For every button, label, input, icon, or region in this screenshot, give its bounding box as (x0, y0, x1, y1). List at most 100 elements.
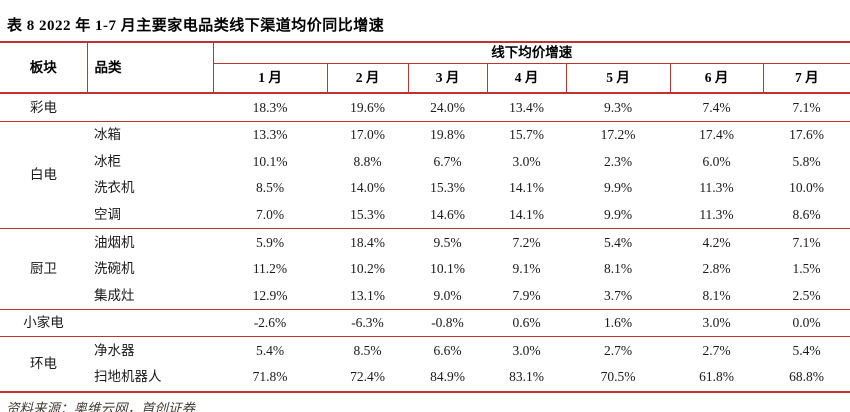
value-cell-month-4: 83.1% (509, 369, 544, 385)
value-cell-month-5: 1.6% (566, 308, 670, 337)
table-row: 集成灶 12.9% 13.1% 9.0% 7.9% 3.7% 8.1% 2.5% (0, 282, 850, 309)
table-row: 洗碗机 11.2% 10.2% 10.1% 9.1% 8.1% 2.8% 1.5% (0, 256, 850, 283)
value-cell-month-2: 8.8% (353, 153, 382, 169)
category-cell: 空调 (94, 206, 121, 222)
table-row: 洗衣机 8.5% 14.0% 15.3% 14.1% 9.9% 11.3% 10.0% (0, 175, 850, 202)
value-cell-month-1: 18.3% (252, 99, 288, 115)
value-cell-month-6: 61.8% (699, 369, 734, 385)
value-cell-month-5: 70.5% (600, 369, 636, 385)
header-row-top: 板块 品类 线下均价增速 (0, 42, 850, 94)
table-row: 厨卫 油烟机 5.9% 18.4% 9.5% 7.2% 5.4% 4.2% 7.1% (0, 227, 850, 310)
value-cell-month-2: 72.4% (350, 369, 385, 385)
value-cell-month-2: 13.1% (350, 287, 385, 303)
category-cell: 油烟机 (87, 227, 213, 256)
header-month-4: 4 月 (487, 63, 567, 94)
header-month-6: 6 月 (670, 63, 764, 94)
category-cell: 集成灶 (94, 287, 135, 303)
value-cell-month-2: -6.3% (327, 308, 408, 337)
value-cell-month-3: 19.8% (408, 120, 487, 149)
value-cell-month-5: 9.9% (603, 206, 633, 222)
value-cell-month-4: 14.1% (509, 206, 544, 222)
source-note: 资料来源：奥维云网，首创证券 (6, 400, 195, 412)
value-cell-month-7: 1.5% (792, 261, 821, 277)
value-cell-month-7: 2.5% (792, 287, 821, 303)
category-cell: 冰柜 (94, 153, 121, 169)
value-cell-month-7: 68.8% (789, 369, 824, 385)
value-cell-month-4: 3.0% (512, 153, 541, 169)
category-cell: 洗碗机 (94, 261, 135, 277)
value-cell-month-6: 2.8% (702, 261, 731, 277)
table-row: 冰柜 10.1% 8.8% 6.7% 3.0% 2.3% 6.0% 5.8% (0, 148, 850, 175)
value-cell-month-6: 7.4% (702, 99, 731, 115)
header-sector: 板块 (0, 42, 88, 94)
value-cell-month-4: 3.0% (487, 336, 566, 364)
value-cell-month-2: 15.3% (350, 206, 385, 222)
value-cell-month-3: 6.7% (433, 153, 462, 169)
value-cell-month-1: 71.8% (252, 369, 288, 385)
value-cell-month-1: 12.9% (252, 287, 288, 303)
value-cell-month-7: 17.6% (763, 120, 850, 149)
value-cell-month-3: -0.8% (408, 308, 487, 337)
category-cell: 冰箱 (87, 120, 213, 149)
header-value-group: 线下均价增速 (213, 42, 850, 64)
value-cell-month-4: 0.6% (487, 308, 566, 337)
sector-cell: 彩电 (30, 99, 57, 115)
value-cell-month-7: 5.4% (763, 336, 850, 364)
value-cell-month-5: 17.2% (566, 120, 670, 149)
value-cell-month-6: 3.0% (670, 308, 763, 337)
value-cell-month-7: 7.1% (763, 227, 850, 256)
value-cell-month-7: 5.8% (792, 153, 821, 169)
value-cell-month-2: 17.0% (327, 120, 408, 149)
value-cell-month-2: 18.4% (327, 227, 408, 256)
value-cell-month-2: 19.6% (350, 99, 385, 115)
value-cell-month-4: 7.9% (512, 287, 541, 303)
category-cell (87, 93, 213, 121)
value-cell-month-3: 6.6% (408, 336, 487, 364)
value-cell-month-1: 7.0% (255, 206, 285, 222)
value-cell-month-1: 5.9% (213, 227, 327, 256)
value-cell-month-3: 10.1% (430, 261, 465, 277)
value-cell-month-3: 9.5% (408, 227, 487, 256)
value-cell-month-1: 5.4% (213, 336, 327, 364)
header-month-5: 5 月 (566, 63, 671, 94)
value-cell-month-1: 10.1% (252, 153, 288, 169)
category-cell: 净水器 (87, 336, 213, 364)
value-cell-month-3: 24.0% (430, 99, 465, 115)
value-cell-month-1: -2.6% (213, 308, 327, 337)
value-cell-month-7: 10.0% (789, 180, 824, 196)
value-cell-month-6: 17.4% (670, 120, 763, 149)
table-row: 白电 冰箱 13.3% 17.0% 19.8% 15.7% 17.2% 17.4% 17.6% (0, 120, 850, 229)
value-cell-month-5: 2.3% (603, 153, 633, 169)
value-cell-month-4: 9.1% (512, 261, 541, 277)
value-cell-month-7: 8.6% (792, 206, 821, 222)
sector-cell: 小家电 (0, 308, 87, 337)
category-cell: 洗衣机 (94, 180, 135, 196)
table-row: 小家电 -2.6% -6.3% -0.8% 0.6% 1.6% 3.0% 0.0% (0, 308, 850, 337)
sector-cell: 白电 (0, 120, 87, 229)
value-cell-month-4: 13.4% (509, 99, 544, 115)
table-row: 环电 净水器 5.4% 8.5% 6.6% 3.0% 2.7% 2.7% 5.4% (0, 336, 850, 392)
value-cell-month-7: 7.1% (792, 99, 821, 115)
header-category: 品类 (87, 42, 214, 94)
value-cell-month-6: 11.3% (699, 180, 734, 196)
table-row: 彩电 18.3% 19.6% 24.0% 13.4% 9.3% 7.4% 7.1% (0, 93, 850, 121)
value-cell-month-6: 4.2% (670, 227, 763, 256)
value-cell-month-2: 14.0% (350, 180, 385, 196)
value-cell-month-5: 9.3% (603, 99, 633, 115)
value-cell-month-4: 7.2% (487, 227, 566, 256)
sector-cell: 厨卫 (0, 227, 87, 310)
value-cell-month-5: 5.4% (566, 227, 670, 256)
value-cell-month-1: 11.2% (252, 261, 288, 277)
header-month-1: 1 月 (213, 63, 328, 94)
value-cell-month-6: 2.7% (670, 336, 763, 364)
value-cell-month-6: 8.1% (702, 287, 731, 303)
category-cell (87, 308, 213, 337)
value-cell-month-2: 10.2% (350, 261, 385, 277)
value-cell-month-3: 84.9% (430, 369, 465, 385)
value-cell-month-5: 3.7% (603, 287, 633, 303)
value-cell-month-7: 0.0% (763, 308, 850, 337)
value-cell-month-3: 14.6% (430, 206, 465, 222)
